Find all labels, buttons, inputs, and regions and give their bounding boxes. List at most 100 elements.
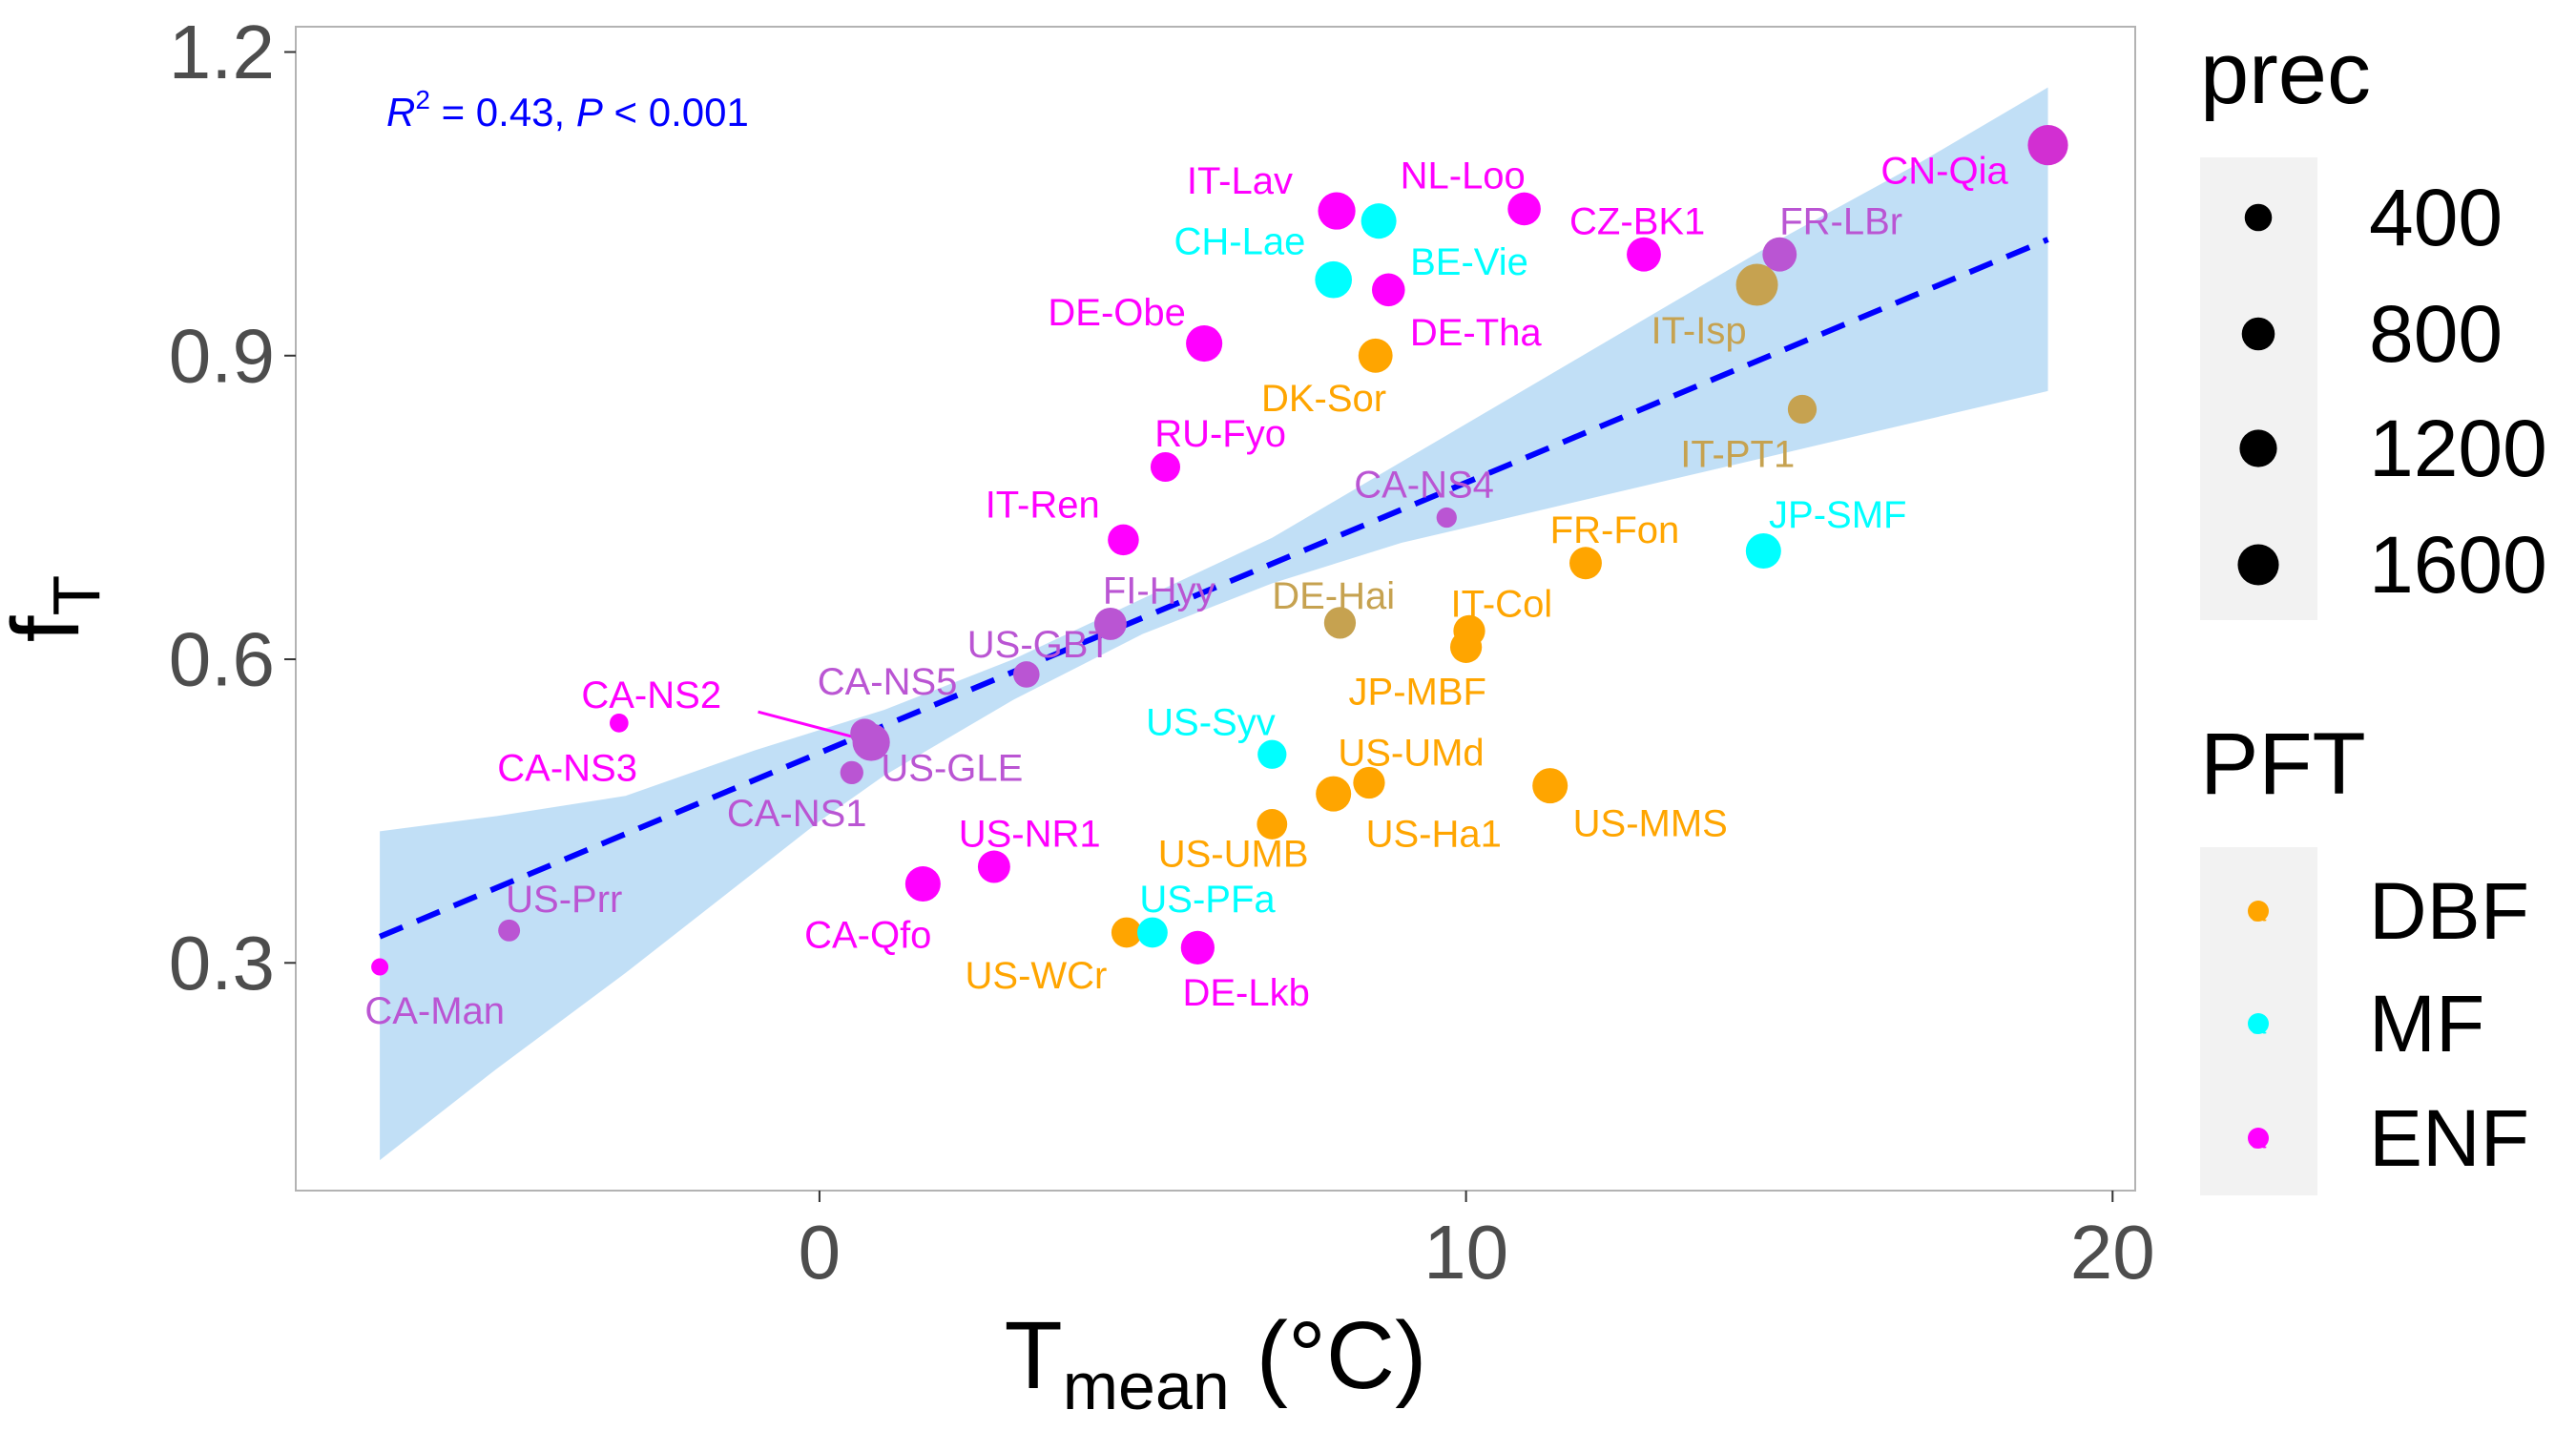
point-label-ca-ns1: CA-NS1 [727,793,867,835]
point-label-cz-bk1: CZ-BK1 [1569,200,1705,242]
size-legend-items: 400 800 1200 1600 [2237,173,2547,610]
data-point-us-prr [498,919,521,942]
x-tick-label: 0 [799,1210,841,1295]
pft-key-dot [2248,1013,2269,1034]
pft-key-dot [2248,1128,2269,1149]
pft-legend-label: MF [2369,979,2484,1068]
data-point-de-obe [1186,324,1223,363]
data-point-cn-qia [2027,125,2068,166]
size-legend-label: 1200 [2369,404,2547,493]
data-point-ch-lae [1315,260,1353,299]
data-point-us-wcr [1111,917,1142,948]
point-label-nl-loo: NL-Loo [1401,156,1526,197]
point-labels: CN-Qia IT-Lav NL-Loo CZ-BK1 FR-LBr CH-Lae BE-V… [364,150,2008,1032]
size-key-dot [2239,429,2277,467]
data-point-it-ren [1108,524,1139,556]
point-label-it-isp: IT-Isp [1652,310,1747,352]
point-label-de-obe: DE-Obe [1048,292,1186,334]
point-label-us-pfa: US-PFa [1139,879,1276,921]
point-label-fi-hyy: FI-Hyy [1103,570,1215,612]
point-label-us-umd: US-UMd [1338,732,1484,774]
pft-key-glyph: a [2251,1124,2267,1155]
panel-border [295,26,2136,1192]
color-legend: PFT a DBF a MF a ENF [2200,716,2529,1195]
data-point-it-lav [1318,192,1356,230]
x-axis-title: Tmean (°C) [1005,1302,1427,1423]
data-point-us-umb [1257,809,1288,840]
size-key-dot [2237,544,2279,586]
data-point-us-nr1 [977,850,1010,883]
y-tick-label: 0.9 [169,313,275,398]
data-point-jp-mbf [1449,631,1483,663]
data-point-nl-loo [1507,192,1541,226]
size-legend-label: 800 [2369,289,2503,379]
data-point-ca-man [371,958,389,976]
data-point-dk-sor [1358,338,1393,373]
y-axis-title-main: f [0,615,99,642]
point-label-us-prr: US-Prr [506,879,622,921]
data-point-ca-ns4 [1436,507,1457,529]
y-tick-label: 0.6 [169,617,275,702]
pft-key-glyph: a [2251,1009,2267,1041]
x-tick-label: 10 [1423,1210,1508,1295]
plot-panel: CN-Qia IT-Lav NL-Loo CZ-BK1 FR-LBr CH-Lae BE-V… [295,26,2136,1192]
pft-legend-label: ENF [2369,1093,2529,1183]
leader-line [758,710,859,740]
point-label-de-hai: DE-Hai [1272,575,1395,617]
data-point-us-pfa [1137,917,1168,948]
r2-superscript: 2 [415,85,430,114]
point-label-ca-ns4: CA-NS4 [1354,464,1494,506]
data-point-us-gle [852,723,890,761]
r2-value: = 0.43, [430,90,576,135]
point-label-us-umb: US-UMB [1158,833,1309,875]
point-label-it-pt1: IT-PT1 [1680,433,1795,475]
size-key-dot [2241,317,2275,351]
p-value: < 0.001 [603,90,749,135]
point-label-cn-qia: CN-Qia [1880,150,2008,192]
size-legend-title: prec [2200,25,2371,122]
data-point-de-lkb [1180,930,1215,964]
point-label-ca-ns2: CA-NS2 [581,674,721,716]
point-label-ch-lae: CH-Lae [1174,221,1305,263]
x-tick-label: 20 [2070,1210,2155,1295]
size-legend-label: 400 [2369,173,2503,262]
point-label-jp-smf: JP-SMF [1769,494,1906,536]
confidence-band [380,87,2048,1161]
point-label-jp-mbf: JP-MBF [1349,672,1486,714]
point-label-de-tha: DE-Tha [1410,312,1543,354]
pft-legend-label: DBF [2369,866,2529,956]
point-label-fr-lbr: FR-LBr [1779,200,1902,242]
data-point-jp-smf [1745,533,1781,570]
point-label-ca-qfo: CA-Qfo [804,914,931,956]
point-label-us-mms: US-MMS [1573,803,1728,845]
data-point-be-vie [1361,203,1397,239]
point-label-dk-sor: DK-Sor [1261,378,1386,420]
leader-lines [758,710,859,740]
data-point-de-tha [1371,273,1405,307]
data-point-fr-lbr [1762,237,1797,272]
data-point-it-isp [1735,263,1778,306]
pft-key-glyph: a [2251,897,2267,928]
data-point-fi-hyy [1093,607,1127,640]
point-label-de-lkb: DE-Lkb [1182,972,1309,1014]
point-label-us-wcr: US-WCr [966,955,1108,997]
size-legend: prec 400 800 1200 1600 [2200,25,2547,620]
point-label-ca-ns3: CA-NS3 [497,747,637,789]
point-label-it-lav: IT-Lav [1187,160,1293,202]
y-axis-title: fT [0,575,114,643]
y-tick-label: 0.3 [169,921,275,1006]
point-label-us-syv: US-Syv [1146,702,1276,744]
data-point-ca-ns2 [610,714,629,733]
size-key-dot [2244,203,2273,232]
x-axis-title-sub: mean [1063,1349,1230,1423]
color-legend-title: PFT [2200,716,2366,813]
data-point-fr-fon [1569,547,1602,580]
r2-symbol: R [386,90,415,135]
axes: 0 10 20 0.3 0.6 0.9 1.2 [169,10,2155,1295]
x-axis-title-unit: (°C) [1230,1302,1427,1409]
point-label-us-nr1: US-NR1 [959,813,1101,855]
point-label-ru-fyo: RU-Fyo [1154,413,1286,455]
point-label-be-vie: BE-Vie [1410,241,1528,283]
point-label-us-ha1: US-Ha1 [1366,813,1502,855]
